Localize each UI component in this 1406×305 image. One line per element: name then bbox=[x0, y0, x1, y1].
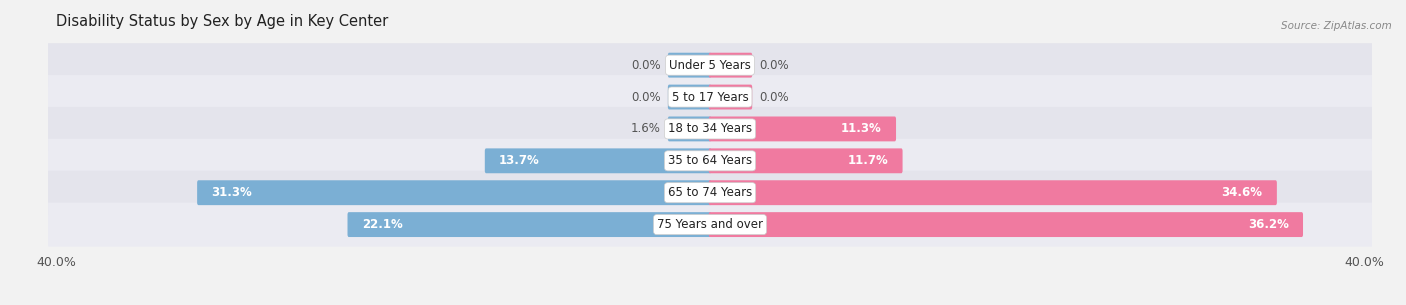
Text: Under 5 Years: Under 5 Years bbox=[669, 59, 751, 72]
FancyBboxPatch shape bbox=[709, 212, 1303, 237]
FancyBboxPatch shape bbox=[48, 203, 1372, 246]
FancyBboxPatch shape bbox=[48, 171, 1372, 215]
Text: Source: ZipAtlas.com: Source: ZipAtlas.com bbox=[1281, 21, 1392, 31]
Text: 0.0%: 0.0% bbox=[631, 59, 661, 72]
Text: 0.0%: 0.0% bbox=[631, 91, 661, 103]
FancyBboxPatch shape bbox=[709, 84, 752, 109]
Text: 13.7%: 13.7% bbox=[499, 154, 540, 167]
Text: 35 to 64 Years: 35 to 64 Years bbox=[668, 154, 752, 167]
FancyBboxPatch shape bbox=[48, 107, 1372, 151]
FancyBboxPatch shape bbox=[485, 148, 711, 173]
FancyBboxPatch shape bbox=[709, 117, 896, 141]
FancyBboxPatch shape bbox=[709, 53, 752, 77]
Text: 65 to 74 Years: 65 to 74 Years bbox=[668, 186, 752, 199]
FancyBboxPatch shape bbox=[668, 84, 711, 109]
Text: 36.2%: 36.2% bbox=[1247, 218, 1289, 231]
FancyBboxPatch shape bbox=[709, 148, 903, 173]
Text: 5 to 17 Years: 5 to 17 Years bbox=[672, 91, 748, 103]
FancyBboxPatch shape bbox=[709, 180, 1277, 205]
Text: 11.3%: 11.3% bbox=[841, 122, 882, 135]
Text: 34.6%: 34.6% bbox=[1222, 186, 1263, 199]
Text: 0.0%: 0.0% bbox=[759, 91, 789, 103]
Text: 31.3%: 31.3% bbox=[211, 186, 252, 199]
FancyBboxPatch shape bbox=[48, 75, 1372, 119]
FancyBboxPatch shape bbox=[48, 139, 1372, 183]
Text: 11.7%: 11.7% bbox=[848, 154, 889, 167]
Text: 18 to 34 Years: 18 to 34 Years bbox=[668, 122, 752, 135]
Text: 22.1%: 22.1% bbox=[361, 218, 402, 231]
FancyBboxPatch shape bbox=[347, 212, 711, 237]
FancyBboxPatch shape bbox=[668, 53, 711, 77]
Text: 75 Years and over: 75 Years and over bbox=[657, 218, 763, 231]
FancyBboxPatch shape bbox=[668, 117, 711, 141]
Text: 0.0%: 0.0% bbox=[759, 59, 789, 72]
FancyBboxPatch shape bbox=[48, 43, 1372, 87]
Text: Disability Status by Sex by Age in Key Center: Disability Status by Sex by Age in Key C… bbox=[56, 14, 388, 29]
Text: 1.6%: 1.6% bbox=[631, 122, 661, 135]
FancyBboxPatch shape bbox=[197, 180, 711, 205]
